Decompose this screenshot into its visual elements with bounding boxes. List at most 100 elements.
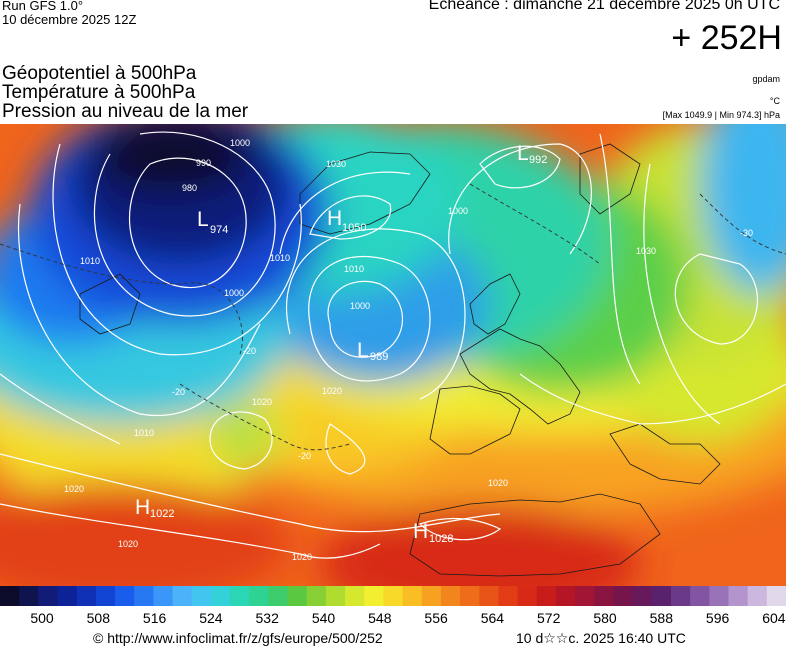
- scale-swatch: [766, 586, 786, 606]
- scale-swatch: [517, 586, 538, 606]
- center-value-l992: 992: [529, 154, 547, 166]
- scale-swatch: [613, 586, 634, 606]
- scale-swatch: [402, 586, 423, 606]
- isobar-label: 1020: [292, 552, 312, 562]
- center-label-h1028: H: [413, 520, 428, 543]
- scale-swatch: [191, 586, 212, 606]
- scale-swatch: [76, 586, 97, 606]
- param-temperature: Température à 500hPa: [2, 82, 196, 103]
- isobar-label: 1000: [350, 301, 370, 311]
- forecast-offset: + 252H: [671, 19, 782, 57]
- scale-swatch: [421, 586, 442, 606]
- scale-swatch: [57, 586, 78, 606]
- scale-swatch: [709, 586, 729, 606]
- scale-tick-label: 556: [424, 610, 448, 626]
- run-date: 10 décembre 2025 12Z: [2, 12, 137, 27]
- temperature-isotherms: [0, 183, 786, 451]
- temperature-label: -20: [298, 451, 311, 461]
- temperature-labels: -20 -20 -20 -30: [172, 228, 753, 461]
- scale-swatch: [153, 586, 174, 606]
- isobar-label: 1010: [80, 256, 100, 266]
- isobar-label: 1020: [64, 484, 84, 494]
- temperature-label: -20: [172, 387, 185, 397]
- scale-swatch: [0, 586, 20, 606]
- scale-tick-label: 588: [649, 610, 673, 626]
- source-credit: © http://www.infoclimat.fr/z/gfs/europe/…: [93, 630, 383, 646]
- scale-swatch: [728, 586, 749, 606]
- scale-tick-label: 596: [705, 610, 730, 626]
- scale-swatch: [95, 586, 116, 606]
- isobar-label: 1020: [488, 478, 508, 488]
- scale-swatch: [230, 586, 250, 606]
- isobar-label: 1000: [224, 288, 244, 298]
- isobar-label: 980: [182, 183, 197, 193]
- center-label-l992: L: [517, 142, 529, 165]
- scale-swatch: [325, 586, 346, 606]
- scale-swatch: [306, 586, 327, 606]
- scale-swatch: [498, 586, 519, 606]
- scale-swatch: [287, 586, 308, 606]
- scale-tick-label: 500: [30, 610, 54, 626]
- isobar-label: 1020: [252, 397, 272, 407]
- scale-swatch: [115, 586, 135, 606]
- scale-swatch: [651, 586, 672, 606]
- coastlines: [79, 143, 721, 577]
- param-geopotential: Géopotentiel à 500hPa: [2, 63, 197, 84]
- scale-swatch: [460, 586, 480, 606]
- scale-swatch: [210, 586, 231, 606]
- scale-swatch: [632, 586, 653, 606]
- weather-map: L 974 H 1050 L 992 L 989 H 1022 H 1028 9…: [0, 124, 786, 586]
- center-label-l989: L: [357, 339, 369, 362]
- scale-swatch: [440, 586, 461, 606]
- center-value-h1028: 1028: [429, 533, 453, 545]
- center-label-h1022: H: [135, 496, 150, 519]
- scale-tick-label: 604: [762, 610, 786, 626]
- isobar-label: 990: [196, 158, 211, 168]
- unit-geopotential: gpdam: [752, 74, 780, 84]
- isobar-label: 1030: [636, 246, 656, 256]
- unit-temperature: °C: [769, 96, 780, 106]
- scale-swatch: [555, 586, 576, 606]
- generation-timestamp: 10 d☆☆c. 2025 16:40 UTC: [516, 630, 686, 646]
- scale-swatch: [536, 586, 557, 606]
- scale-swatch: [249, 586, 269, 606]
- scale-swatch: [594, 586, 614, 606]
- scale-tick-label: 516: [142, 610, 167, 626]
- isobar-label: 1000: [448, 206, 468, 216]
- param-pressure: Pression au niveau de la mer: [2, 101, 249, 122]
- isobar-label: 1020: [118, 539, 138, 549]
- center-value-h1050: 1050: [342, 222, 366, 234]
- scale-swatch: [38, 586, 59, 606]
- unit-pressure-range: [Max 1049.9 | Min 974.3] hPa: [662, 110, 780, 120]
- scale-swatch: [364, 586, 384, 606]
- isobar-label: 1010: [344, 264, 364, 274]
- scale-tick-label: 532: [255, 610, 279, 626]
- scale-swatch: [670, 586, 691, 606]
- temperature-label: -30: [740, 228, 753, 238]
- scale-tick-label: 524: [199, 610, 223, 626]
- scale-swatch: [134, 586, 154, 606]
- isobar-label: 1020: [322, 386, 342, 396]
- isobar-label: 1030: [326, 159, 346, 169]
- isobars: [0, 131, 786, 559]
- scale-swatch: [747, 586, 768, 606]
- run-label: Run GFS 1.0°: [2, 0, 84, 13]
- scale-tick-label: 540: [311, 610, 336, 626]
- isobar-label: 1010: [270, 253, 290, 263]
- color-scale: [0, 586, 786, 606]
- center-value-l989: 989: [370, 351, 388, 363]
- isobar-labels: 990 980 1000 1030 1010 1000 1010 1000 10…: [64, 138, 656, 562]
- forecast-valid-time: Echéance : dimanche 21 décembre 2025 0h …: [428, 0, 780, 13]
- scale-swatch: [345, 586, 365, 606]
- isobar-label: 1000: [230, 138, 250, 148]
- temperature-label: -20: [243, 346, 256, 356]
- scale-tick-label: 572: [537, 610, 561, 626]
- center-label-l974: L: [197, 208, 209, 231]
- center-value-l974: 974: [210, 224, 228, 236]
- scale-swatch: [172, 586, 193, 606]
- scale-swatch: [268, 586, 289, 606]
- scale-tick-label: 508: [86, 610, 110, 626]
- scale-tick-label: 564: [480, 610, 505, 626]
- scale-tick-label: 580: [593, 610, 617, 626]
- center-value-h1022: 1022: [150, 508, 174, 520]
